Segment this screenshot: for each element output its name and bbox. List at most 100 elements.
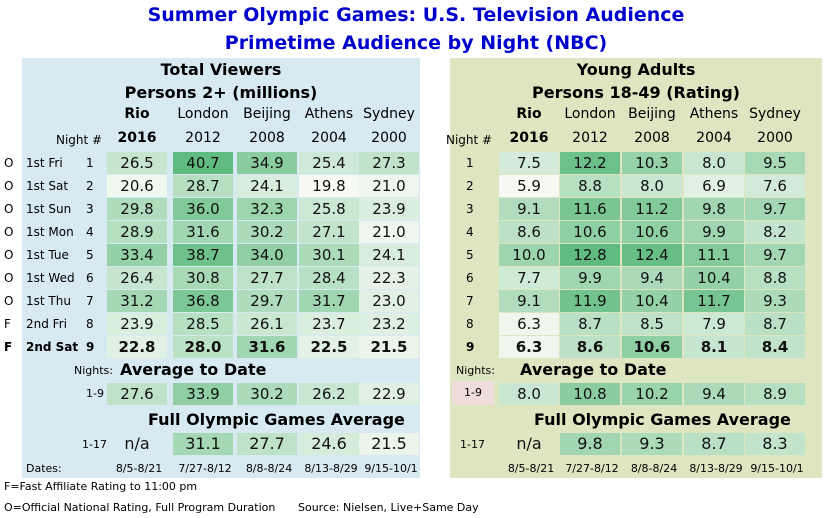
average-cell: 10.2 <box>622 383 682 405</box>
panel-title: Young Adults <box>576 60 696 79</box>
average-range-label: 1-9 <box>86 387 104 400</box>
full-average-cell: 21.5 <box>359 433 419 455</box>
data-cell: 9.7 <box>745 198 805 220</box>
data-cell: 26.5 <box>107 152 167 174</box>
column-header-city: London <box>564 106 616 122</box>
column-header-year: 2004 <box>311 130 347 146</box>
column-header-year: 2012 <box>572 130 608 146</box>
average-cell: 8.0 <box>499 383 559 405</box>
data-cell: 9.5 <box>745 152 805 174</box>
data-cell: 9.9 <box>560 267 620 289</box>
column-header-city: Beijing <box>628 106 676 122</box>
night-label: 1st Mon <box>26 225 74 239</box>
dates-cell: 7/27-8/12 <box>178 462 232 475</box>
full-average-cell: 31.1 <box>173 433 233 455</box>
column-header-city: Athens <box>689 106 739 122</box>
data-cell: 9.9 <box>684 221 744 243</box>
data-cell: 12.2 <box>560 152 620 174</box>
column-header-year: 2000 <box>371 130 407 146</box>
rating-type-flag: O <box>4 225 14 239</box>
full-average-cell: 9.3 <box>622 433 682 455</box>
chart-title: Summer Olympic Games: U.S. Television Au… <box>147 4 685 26</box>
footnote-official: O=Official National Rating, Full Program… <box>4 501 276 514</box>
data-cell: 9.1 <box>499 290 559 312</box>
data-cell: 9.8 <box>684 198 744 220</box>
data-cell: 8.6 <box>560 336 620 358</box>
data-cell: 8.2 <box>745 221 805 243</box>
section-average-to-date: Average to Date <box>520 360 667 379</box>
average-cell: 9.4 <box>684 383 744 405</box>
rating-type-flag: F <box>4 340 13 354</box>
night-label: 2nd Sat <box>26 340 79 354</box>
data-cell: 30.1 <box>299 244 359 266</box>
data-cell: 28.0 <box>173 336 233 358</box>
full-range-label: 1-17 <box>460 438 485 451</box>
data-cell: 10.0 <box>499 244 559 266</box>
data-cell: 8.7 <box>560 313 620 335</box>
data-cell: 31.6 <box>173 221 233 243</box>
night-number: 1 <box>466 156 474 170</box>
data-cell: 23.7 <box>299 313 359 335</box>
data-cell: 21.5 <box>359 336 419 358</box>
column-header-year: 2008 <box>249 130 285 146</box>
data-cell: 28.4 <box>299 267 359 289</box>
dates-cell: 8/8-8/24 <box>630 462 678 475</box>
average-cell: 27.6 <box>107 383 167 405</box>
section-average-to-date: Average to Date <box>120 360 267 379</box>
data-cell: 11.1 <box>684 244 744 266</box>
night-number: 4 <box>86 225 94 239</box>
data-cell: 12.4 <box>622 244 682 266</box>
data-cell: 28.5 <box>173 313 233 335</box>
nights-label: Nights: <box>74 364 113 377</box>
data-cell: 9.3 <box>745 290 805 312</box>
data-cell: 12.8 <box>560 244 620 266</box>
data-cell: 23.2 <box>359 313 419 335</box>
full-average-cell: 9.8 <box>560 433 620 455</box>
data-cell: 34.9 <box>237 152 297 174</box>
column-header-city: Rio <box>124 106 150 122</box>
night-number: 8 <box>86 317 94 331</box>
night-number: 6 <box>86 271 94 285</box>
data-cell: 8.1 <box>684 336 744 358</box>
data-cell: 29.8 <box>107 198 167 220</box>
data-cell: 10.6 <box>560 221 620 243</box>
data-cell: 11.7 <box>684 290 744 312</box>
data-cell: 7.9 <box>684 313 744 335</box>
data-cell: 23.9 <box>107 313 167 335</box>
panel-subtitle: Persons 2+ (millions) <box>124 83 318 102</box>
data-cell: 27.7 <box>237 267 297 289</box>
data-cell: 8.4 <box>745 336 805 358</box>
night-label: 1st Sun <box>26 202 72 216</box>
dates-label: Dates: <box>26 462 62 475</box>
night-number: 4 <box>466 225 474 239</box>
source-note: Source: Nielsen, Live+Same Day <box>298 501 479 514</box>
data-cell: 24.1 <box>237 175 297 197</box>
night-number: 5 <box>466 248 474 262</box>
data-cell: 8.0 <box>684 152 744 174</box>
data-cell: 8.7 <box>745 313 805 335</box>
data-cell: 23.9 <box>359 198 419 220</box>
data-cell: 9.1 <box>499 198 559 220</box>
data-cell: 9.4 <box>622 267 682 289</box>
night-column-header: Night # <box>446 133 493 147</box>
night-column-header: Night # <box>56 133 103 147</box>
data-cell: 7.5 <box>499 152 559 174</box>
data-cell: 8.6 <box>499 221 559 243</box>
data-cell: 22.3 <box>359 267 419 289</box>
night-number: 2 <box>466 179 474 193</box>
data-cell: 30.8 <box>173 267 233 289</box>
night-label: 1st Tue <box>26 248 69 262</box>
night-number: 5 <box>86 248 94 262</box>
night-number: 9 <box>86 340 95 354</box>
data-cell: 21.0 <box>359 175 419 197</box>
data-cell: 11.6 <box>560 198 620 220</box>
data-cell: 9.7 <box>745 244 805 266</box>
night-number: 3 <box>86 202 94 216</box>
data-cell: 33.4 <box>107 244 167 266</box>
data-cell: 21.0 <box>359 221 419 243</box>
night-label: 2nd Fri <box>26 317 67 331</box>
data-cell: 7.6 <box>745 175 805 197</box>
data-cell: 8.8 <box>560 175 620 197</box>
rating-type-flag: O <box>4 179 14 193</box>
data-cell: 7.7 <box>499 267 559 289</box>
